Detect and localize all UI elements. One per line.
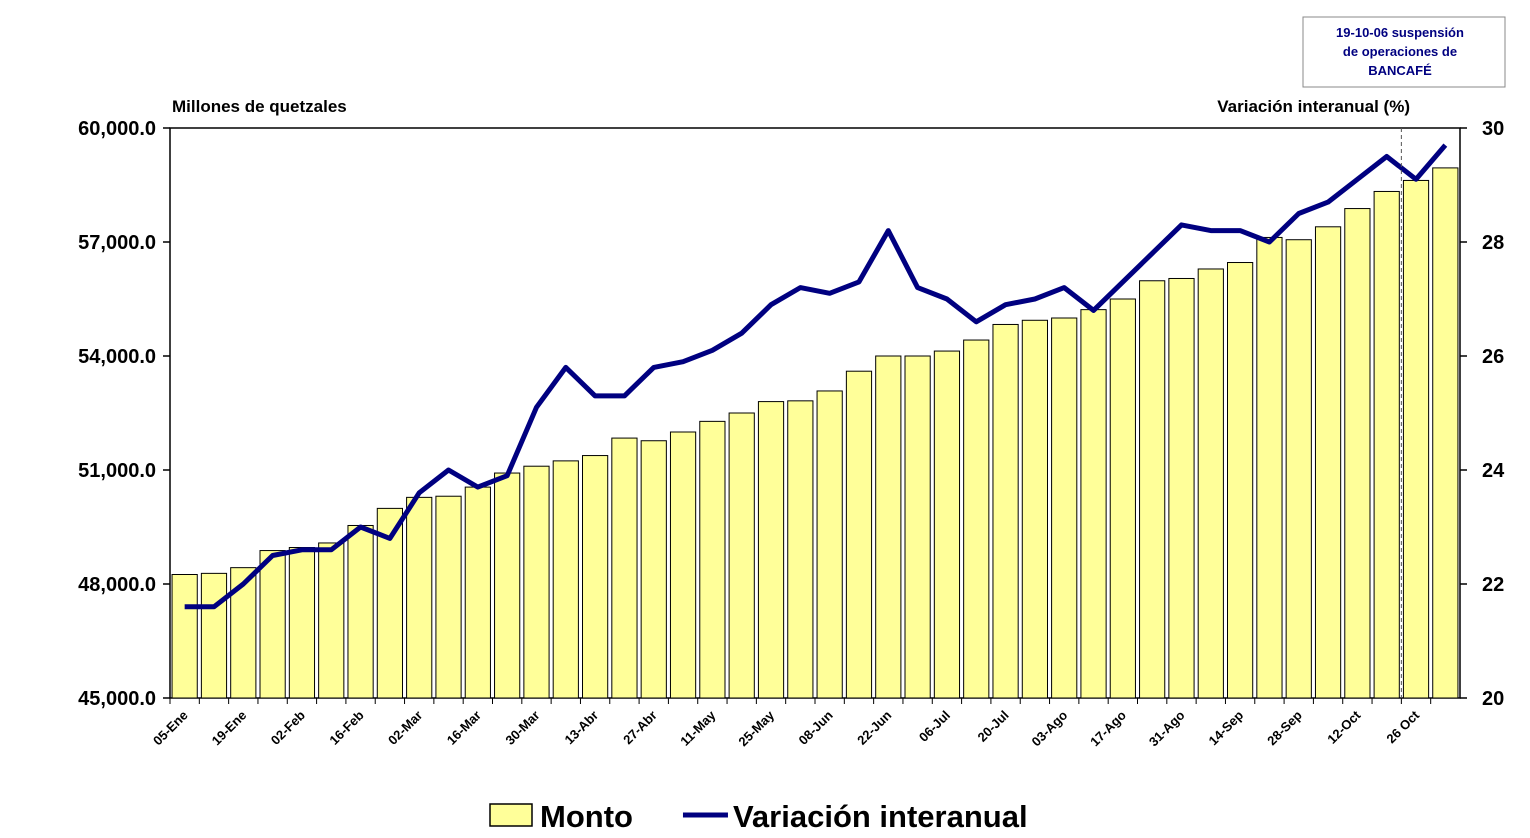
y-tick-label: 51,000.0 bbox=[78, 460, 156, 482]
x-tick-label: 08-Jun bbox=[796, 707, 836, 747]
bar bbox=[435, 495, 462, 699]
bar bbox=[1080, 309, 1107, 699]
x-tick-label: 12-Oct bbox=[1324, 707, 1364, 747]
y2-tick-label: 28 bbox=[1482, 232, 1504, 254]
bar bbox=[787, 400, 814, 699]
y2-tick-label: 22 bbox=[1482, 574, 1504, 596]
bar bbox=[1168, 277, 1195, 699]
bar bbox=[640, 440, 667, 699]
y-tick-label: 48,000.0 bbox=[78, 574, 156, 596]
x-tick-label: 05-Ene bbox=[150, 708, 191, 749]
bar bbox=[904, 355, 931, 699]
y2-tick-label: 30 bbox=[1482, 118, 1504, 140]
x-tick-label: 19-Ene bbox=[209, 708, 250, 749]
bar bbox=[1344, 208, 1371, 699]
x-tick-label: 28-Sep bbox=[1264, 707, 1305, 748]
bar bbox=[728, 412, 755, 699]
y2-tick-label: 24 bbox=[1482, 460, 1505, 482]
y-tick-label: 45,000.0 bbox=[78, 688, 156, 710]
bar bbox=[406, 496, 433, 699]
line bbox=[184, 143, 1448, 610]
x-tick-label: 17-Ago bbox=[1087, 707, 1129, 749]
bar bbox=[845, 370, 873, 699]
bar bbox=[288, 547, 316, 699]
bar bbox=[1373, 190, 1400, 699]
bar bbox=[1197, 268, 1224, 699]
bar bbox=[669, 431, 697, 699]
x-tick-label: 30-Mar bbox=[502, 708, 542, 748]
bar bbox=[1227, 262, 1254, 699]
bar bbox=[494, 472, 521, 699]
bar bbox=[1432, 167, 1459, 699]
legend-label: Monto bbox=[540, 799, 633, 833]
bar bbox=[230, 567, 257, 699]
bar bbox=[1051, 317, 1078, 699]
annotation-text: de operaciones de bbox=[1343, 44, 1457, 59]
x-tick-label: 02-Feb bbox=[268, 707, 308, 747]
x-tick-label: 31-Ago bbox=[1146, 707, 1188, 749]
bar bbox=[1402, 179, 1430, 699]
bar bbox=[318, 542, 345, 699]
bar bbox=[582, 455, 609, 699]
x-tick-label: 16-Feb bbox=[326, 707, 366, 747]
bar bbox=[992, 323, 1019, 699]
bar bbox=[552, 460, 579, 699]
bar bbox=[1314, 226, 1342, 699]
bar bbox=[875, 355, 902, 699]
y-axis-label: Millones de quetzales bbox=[172, 97, 347, 116]
bar bbox=[611, 437, 638, 699]
bar bbox=[1109, 298, 1136, 699]
bar bbox=[933, 350, 961, 699]
bar bbox=[1139, 280, 1166, 699]
bar bbox=[1021, 319, 1048, 699]
y-tick-label: 54,000.0 bbox=[78, 346, 156, 368]
x-tick-label: 25-May bbox=[735, 707, 777, 749]
bar bbox=[1285, 239, 1312, 699]
bar bbox=[171, 574, 198, 699]
bar bbox=[200, 572, 228, 699]
x-tick-label: 13-Abr bbox=[562, 708, 602, 748]
x-tick-label: 02-Mar bbox=[385, 708, 425, 748]
bar bbox=[523, 465, 550, 699]
legend-swatch bbox=[489, 803, 533, 827]
legend: Monto Variación interanual bbox=[489, 799, 1028, 834]
x-tick-label: 06-Jul bbox=[916, 708, 953, 745]
x-tick-label: 20-Jul bbox=[975, 708, 1012, 745]
bar bbox=[699, 420, 726, 699]
x-tick-label: 27-Abr bbox=[620, 708, 660, 748]
bar bbox=[757, 401, 785, 699]
y-tick-label: 57,000.0 bbox=[78, 232, 156, 254]
bar bbox=[963, 339, 990, 699]
y2-tick-label: 26 bbox=[1482, 346, 1504, 368]
bar bbox=[816, 390, 843, 699]
annotation-box bbox=[1302, 16, 1506, 88]
bar bbox=[347, 524, 374, 699]
annotation-text: 19-10-06 suspensión bbox=[1336, 25, 1464, 40]
x-tick-label: 11-May bbox=[677, 707, 719, 749]
bar bbox=[1256, 236, 1283, 699]
annotation-text: BANCAFÉ bbox=[1368, 63, 1432, 78]
x-tick-label: 03-Ago bbox=[1029, 707, 1071, 749]
x-tick-label: 14-Sep bbox=[1205, 707, 1246, 748]
bar bbox=[259, 550, 286, 699]
x-tick-label: 22-Jun bbox=[854, 707, 894, 747]
bar bbox=[464, 486, 491, 699]
legend-label: Variación interanual bbox=[733, 799, 1028, 833]
y-tick-label: 60,000.0 bbox=[78, 118, 156, 140]
x-tick-label: 26 Oct bbox=[1383, 707, 1422, 746]
y2-tick-label: 20 bbox=[1482, 688, 1504, 710]
y2-axis-label: Variación interanual (%) bbox=[1217, 97, 1410, 116]
x-tick-label: 16-Mar bbox=[444, 708, 484, 748]
